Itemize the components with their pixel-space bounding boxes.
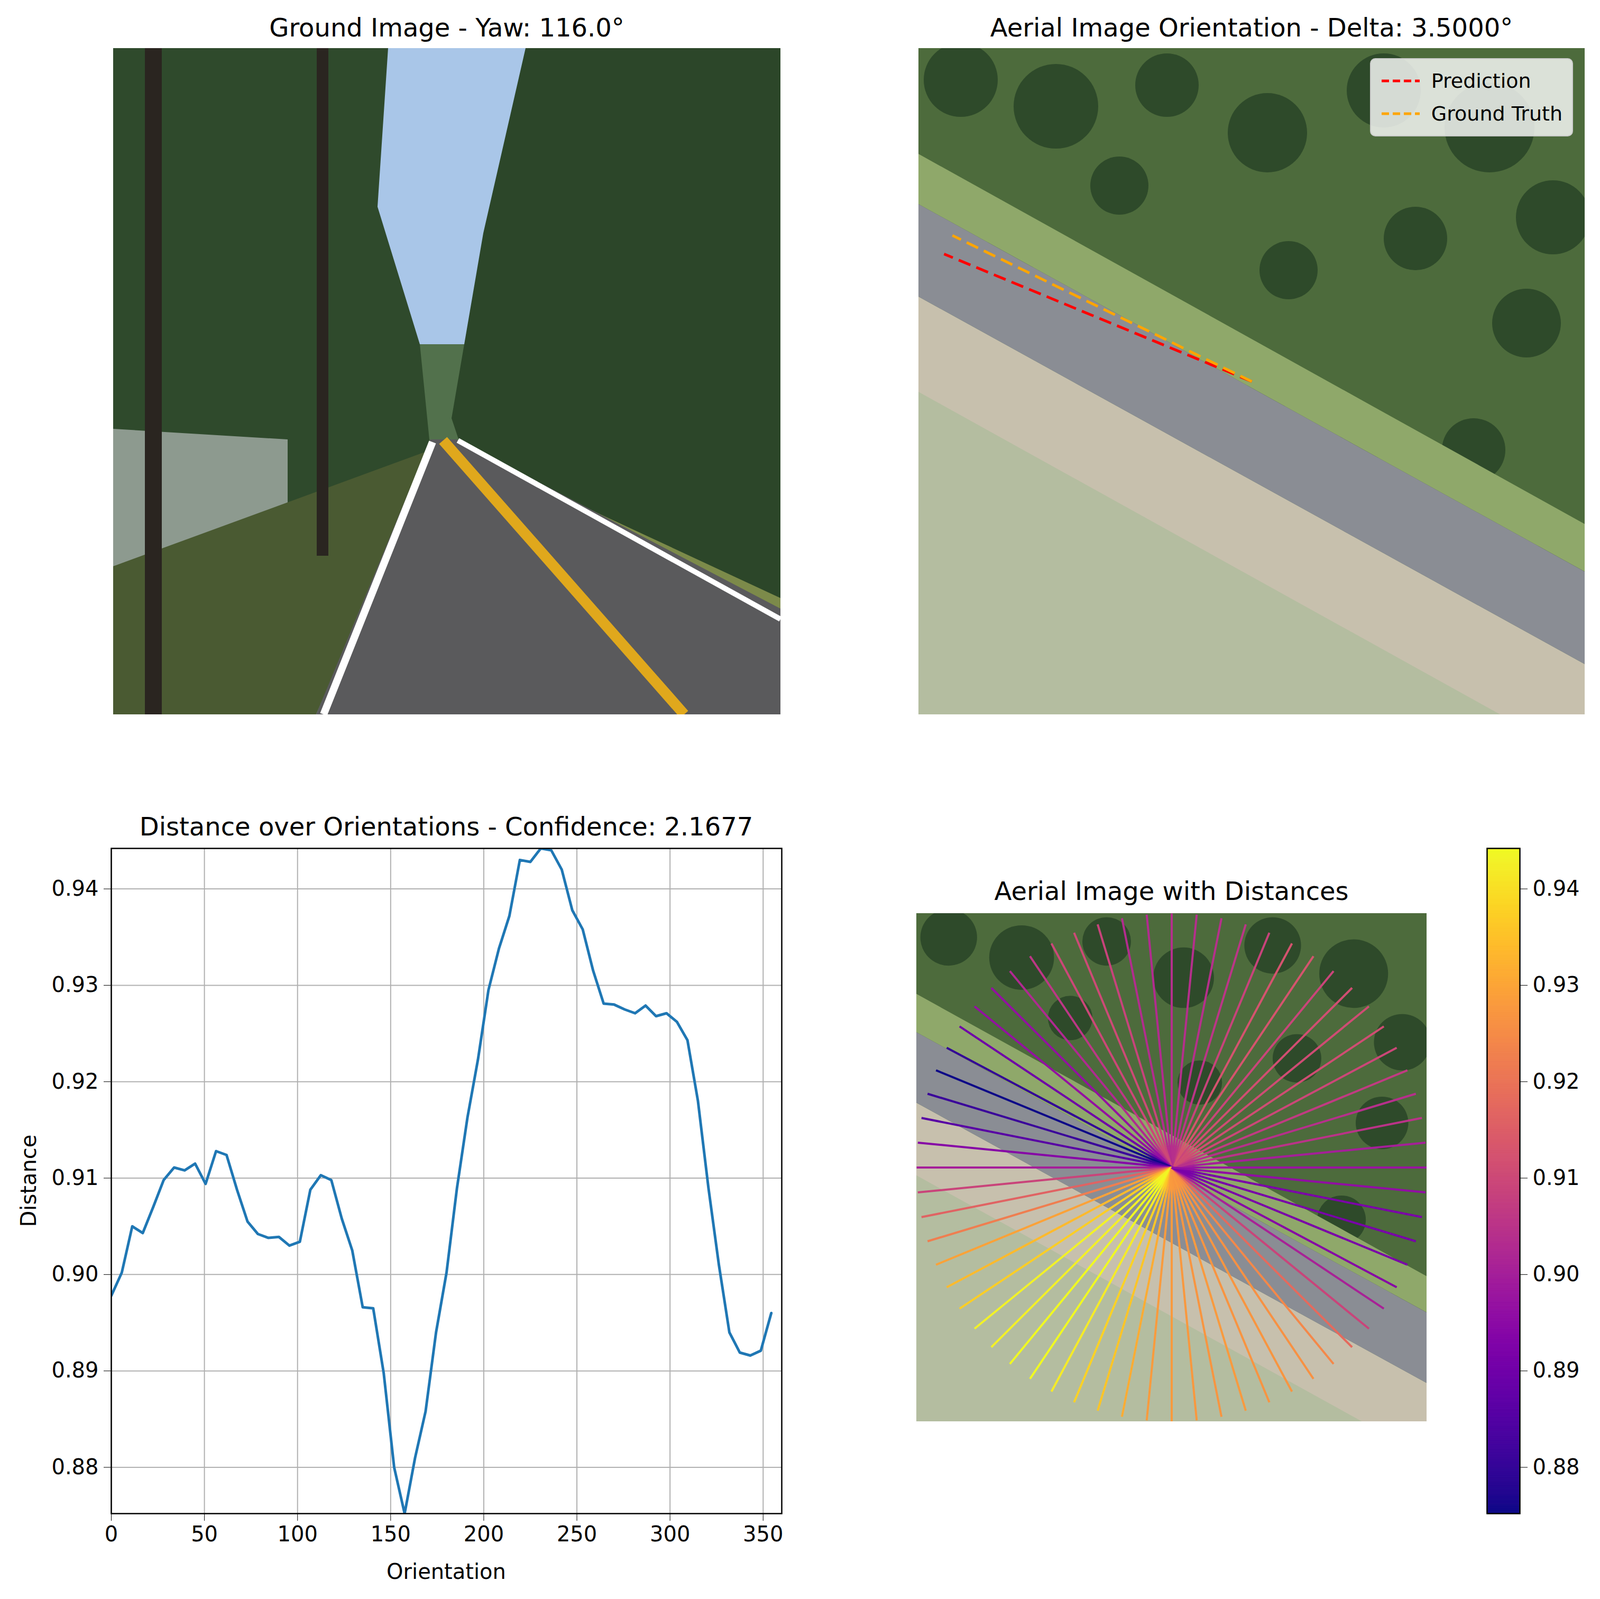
svg-text:0.93: 0.93: [1532, 972, 1580, 997]
svg-text:0.91: 0.91: [1532, 1165, 1580, 1190]
svg-text:250: 250: [556, 1521, 597, 1547]
svg-text:0.94: 0.94: [51, 876, 99, 901]
svg-text:0.88: 0.88: [1532, 1454, 1580, 1479]
svg-text:200: 200: [463, 1521, 504, 1547]
html-text:Prediction: Prediction: [1431, 69, 1532, 93]
svg-text:0.92: 0.92: [1532, 1069, 1580, 1094]
svg-text:0.91: 0.91: [51, 1165, 99, 1190]
svg-text:0: 0: [104, 1521, 118, 1547]
svg-text:0.93: 0.93: [51, 972, 99, 997]
html-text:Distance over Orientations - C: Distance over Orientations - Confidence:…: [139, 811, 754, 842]
html-text:Ground Image - Yaw: 116.0°: Ground Image - Yaw: 116.0°: [269, 12, 625, 43]
svg-text:350: 350: [742, 1521, 784, 1547]
svg-text:50: 50: [190, 1521, 218, 1547]
html-text:Aerial Image Orientation - Del: Aerial Image Orientation - Delta: 3.5000…: [990, 12, 1513, 43]
svg-text:0.88: 0.88: [51, 1454, 99, 1479]
svg-text:100: 100: [277, 1521, 318, 1547]
svg-text:300: 300: [649, 1521, 691, 1547]
html-text:Distance: Distance: [16, 1134, 41, 1227]
svg-text:0.89: 0.89: [1532, 1357, 1580, 1383]
svg-text:0.90: 0.90: [51, 1261, 99, 1286]
svg-text:0.89: 0.89: [51, 1357, 99, 1383]
svg-text:150: 150: [370, 1521, 411, 1547]
svg-text:0.92: 0.92: [51, 1069, 99, 1094]
html-text:Ground Truth: Ground Truth: [1431, 102, 1563, 126]
svg-text:0.94: 0.94: [1532, 876, 1580, 901]
html-text:Aerial Image with Distances: Aerial Image with Distances: [994, 876, 1349, 906]
svg-text:0.90: 0.90: [1532, 1261, 1580, 1286]
html-text:Orientation: Orientation: [386, 1559, 506, 1584]
